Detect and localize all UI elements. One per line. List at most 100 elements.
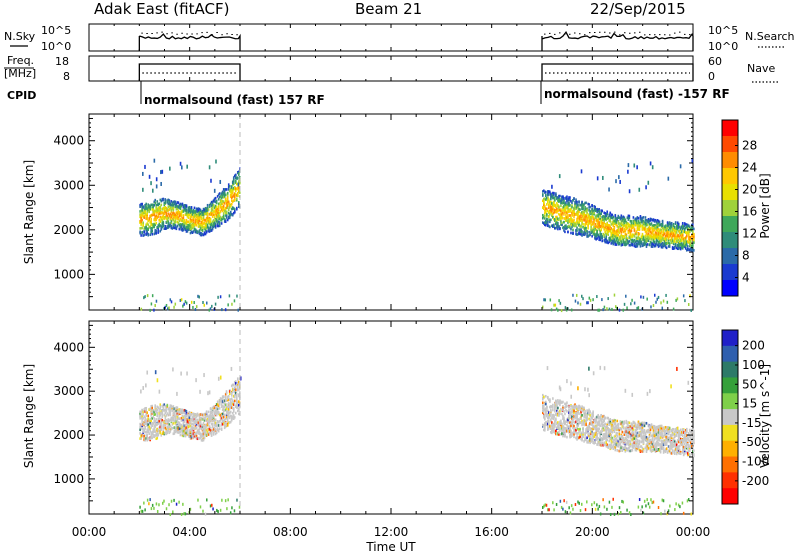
scatter-cell <box>621 223 624 227</box>
scatter-cell <box>163 421 166 424</box>
scatter-cell <box>176 410 179 413</box>
scatter-cell <box>183 208 186 211</box>
scatter-cell <box>181 433 184 437</box>
scatter-cell <box>218 192 221 195</box>
scatter-cell <box>141 434 143 437</box>
scatter-cell <box>212 405 215 409</box>
scatter-cell <box>604 240 607 244</box>
scatter-cell <box>614 242 617 246</box>
scatter-cell <box>140 436 142 439</box>
scatter-cell <box>542 221 544 224</box>
scatter-cell <box>680 225 683 229</box>
scatter-cell <box>171 206 174 210</box>
scatter-cell <box>612 216 615 219</box>
scatter-cell <box>617 243 620 246</box>
scatter-cell <box>207 428 210 431</box>
scatter-cell <box>197 216 200 219</box>
scatter-cell <box>218 413 221 417</box>
ground-scatter-cell <box>213 307 216 311</box>
scatter-cell <box>587 202 589 206</box>
scatter-cell <box>588 230 590 234</box>
scatter-cell <box>154 404 157 407</box>
scatter-cell <box>680 246 683 250</box>
scatter-cell <box>635 219 638 222</box>
scatter-cell <box>223 418 226 422</box>
scatter-cell <box>156 378 159 383</box>
scatter-cell <box>634 222 637 225</box>
scatter-cell <box>653 228 656 232</box>
scatter-cell <box>609 225 612 229</box>
scatter-cell <box>208 213 211 216</box>
scatter-cell <box>629 237 632 241</box>
scatter-cell <box>181 429 184 433</box>
scatter-cell <box>191 416 194 419</box>
scatter-cell <box>662 243 665 247</box>
scatter-cell <box>231 200 234 203</box>
scatter-cell <box>164 426 167 430</box>
scatter-cell <box>190 213 193 217</box>
scatter-cell <box>226 204 229 207</box>
scatter-cell <box>231 411 234 415</box>
scatter-cell <box>572 231 574 235</box>
scatter-cell <box>673 225 676 229</box>
scatter-cell <box>565 216 567 219</box>
scatter-cell <box>175 205 178 208</box>
scatter-cell <box>186 424 189 428</box>
scatter-cell <box>234 181 237 184</box>
scatter-cell <box>665 227 668 230</box>
scatter-cell <box>601 218 603 222</box>
scatter-cell <box>178 219 181 223</box>
scatter-cell <box>164 199 167 203</box>
scatter-cell <box>625 234 628 238</box>
scatter-cell <box>210 212 213 215</box>
scatter-cell <box>181 227 184 231</box>
scatter-cell <box>580 212 582 215</box>
scatter-cell <box>691 245 694 249</box>
scatter-cell <box>665 234 668 237</box>
scatter-cell <box>207 228 210 232</box>
scatter-cell <box>156 427 159 431</box>
scatter-cell <box>140 203 142 207</box>
scatter-cell <box>163 227 166 230</box>
scatter-cell <box>665 231 668 235</box>
scatter-cell <box>658 240 661 243</box>
scatter-cell <box>638 232 641 236</box>
scatter-cell <box>642 221 645 225</box>
scatter-cell <box>202 225 205 229</box>
scatter-cell <box>590 218 592 221</box>
scatter-cell <box>195 214 198 217</box>
freq-label-line2: [MHz] <box>4 67 36 80</box>
scatter-cell <box>230 394 233 397</box>
scatter-cell <box>626 240 629 244</box>
scatter-cell <box>151 223 154 227</box>
scatter-cell <box>150 414 153 417</box>
ground-scatter-cell <box>194 307 197 311</box>
scatter-cell <box>147 425 149 429</box>
scatter-cell <box>172 203 175 207</box>
scatter-cell <box>194 413 197 416</box>
scatter-cell <box>645 219 648 222</box>
scatter-cell <box>209 418 212 422</box>
scatter-cell <box>173 426 176 430</box>
scatter-cell <box>672 233 675 236</box>
scatter-cell <box>173 220 176 224</box>
scatter-cell <box>590 220 592 224</box>
scatter-cell <box>230 415 233 418</box>
scatter-cell <box>176 429 179 432</box>
scatter-cell <box>233 403 236 407</box>
scatter-cell <box>618 237 621 241</box>
scatter-cell <box>671 235 674 238</box>
scatter-cell <box>193 434 196 438</box>
scatter-cell <box>160 418 163 421</box>
scatter-cell <box>563 196 565 200</box>
scatter-cell <box>679 242 682 246</box>
scatter-cell <box>204 206 207 210</box>
scatter-cell <box>179 411 182 414</box>
scatter-cell <box>170 419 173 423</box>
scatter-cell <box>606 241 609 244</box>
scatter-cell <box>578 218 580 221</box>
scatter-cell <box>209 410 212 414</box>
scatter-cell <box>231 399 234 402</box>
scatter-cell <box>613 219 616 223</box>
scatter-cell <box>156 226 159 229</box>
